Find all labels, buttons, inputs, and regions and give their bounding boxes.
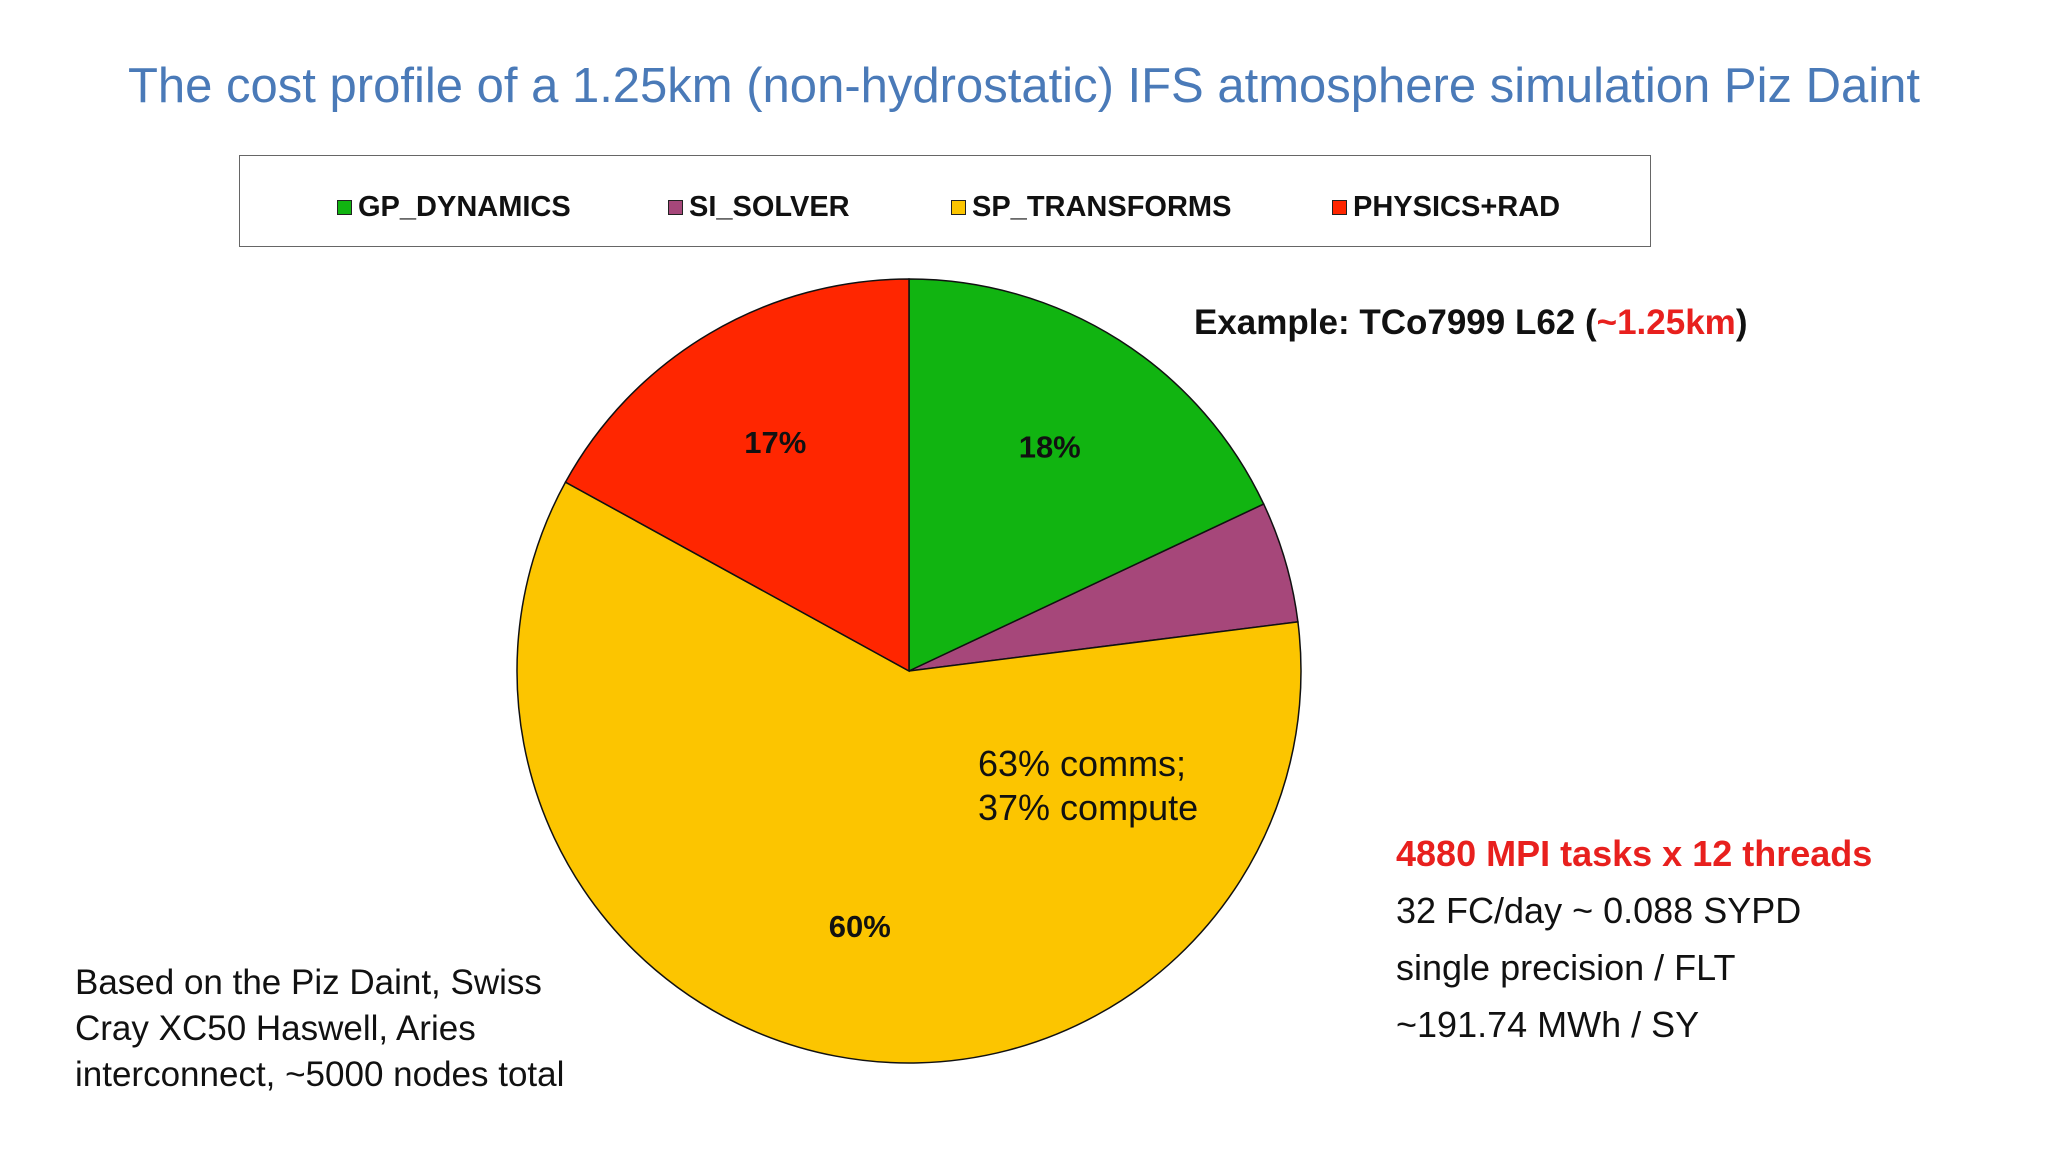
legend-label-sp-transforms: SP_TRANSFORMS <box>972 191 1232 223</box>
pie-label-physics-rad: 17% <box>744 425 806 460</box>
pie-slice-sp-transforms <box>516 481 1302 1064</box>
example-resolution: ~1.25km <box>1596 303 1736 342</box>
machine-note-line-2: Cray XC50 Haswell, Aries <box>75 1009 476 1048</box>
pie-slice-gp-dynamics <box>908 278 1265 673</box>
legend-item-gp-dynamics: GP_DYNAMICS <box>337 191 571 224</box>
example-config: Example: TCo7999 L62 (~1.25km) <box>1194 303 1747 343</box>
precision-note: single precision / FLT <box>1396 947 1736 988</box>
pie-annotation: 63% comms; 37% compute <box>978 743 1198 828</box>
energy-note: ~191.74 MWh / SY <box>1396 1004 1700 1045</box>
pie-slice-physics-rad <box>564 278 910 673</box>
machine-note-line-1: Based on the Piz Daint, Swiss <box>75 963 542 1002</box>
forecast-rate: 32 FC/day ~ 0.088 SYPD <box>1396 890 1802 931</box>
legend-item-si-solver: SI_SOLVER <box>668 191 850 224</box>
pie-label-sp-transforms: 60% <box>829 909 891 944</box>
legend-label-gp-dynamics: GP_DYNAMICS <box>358 191 571 223</box>
pie-annotation-line-1: 63% comms; <box>978 743 1186 784</box>
machine-note-line-3: interconnect, ~5000 nodes total <box>75 1055 565 1094</box>
pie-label-gp-dynamics: 18% <box>1019 429 1081 464</box>
pie-annotation-line-2: 37% compute <box>978 787 1198 828</box>
legend-label-physics-rad: PHYSICS+RAD <box>1353 191 1561 223</box>
machine-note: Based on the Piz Daint, Swiss Cray XC50 … <box>75 960 564 1098</box>
legend-item-sp-transforms: SP_TRANSFORMS <box>951 191 1231 224</box>
run-details: 4880 MPI tasks x 12 threads 32 FC/day ~ … <box>1396 825 1872 1053</box>
legend-label-si-solver: SI_SOLVER <box>689 191 850 223</box>
legend-swatch-sp-transforms <box>951 200 966 215</box>
slide-title: The cost profile of a 1.25km (non-hydros… <box>128 59 1920 113</box>
legend-swatch-si-solver <box>668 200 683 215</box>
example-prefix: Example: TCo7999 L62 ( <box>1194 303 1597 342</box>
chart-legend: GP_DYNAMICS SI_SOLVER SP_TRANSFORMS PHYS… <box>239 155 1651 247</box>
legend-swatch-gp-dynamics <box>337 200 352 215</box>
example-suffix: ) <box>1735 303 1748 342</box>
mpi-tasks: 4880 MPI tasks x 12 threads <box>1396 833 1873 874</box>
legend-swatch-physics-rad <box>1332 200 1347 215</box>
legend-item-physics-rad: PHYSICS+RAD <box>1332 191 1560 224</box>
